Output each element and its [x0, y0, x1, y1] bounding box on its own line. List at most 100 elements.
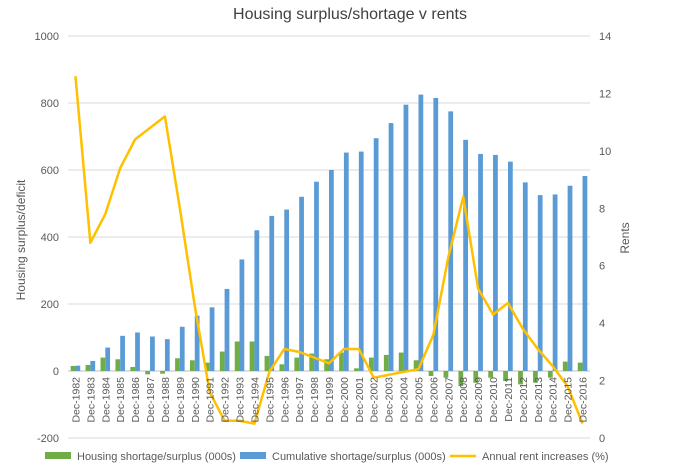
bar — [354, 368, 359, 371]
x-tick-label: Dec-1995 — [264, 377, 276, 423]
bar — [105, 347, 111, 371]
bar — [493, 154, 498, 371]
y2-tick-label: 8 — [599, 203, 605, 215]
x-tick-label: Dec-1983 — [85, 377, 97, 423]
bar — [219, 351, 225, 371]
x-tick-label: Dec-1992 — [220, 377, 232, 423]
bar — [164, 339, 170, 371]
bar — [533, 371, 538, 383]
x-tick-label: Dec-2008 — [458, 377, 470, 423]
bar — [254, 230, 260, 371]
x-tick-label: Dec-1997 — [294, 377, 306, 423]
bar — [194, 315, 200, 371]
bar — [115, 359, 121, 371]
y-tick-label: 800 — [41, 98, 59, 110]
bar — [547, 371, 553, 378]
bar — [150, 336, 155, 371]
bar — [234, 341, 240, 371]
x-tick-label: Dec-2012 — [518, 377, 530, 423]
x-tick-label: Dec-1985 — [115, 377, 127, 423]
bar — [175, 358, 180, 371]
bar — [189, 360, 195, 371]
x-tick-label: Dec-2013 — [533, 377, 545, 423]
x-tick-label: Dec-1986 — [130, 377, 142, 423]
x-tick-label: Dec-2011 — [503, 377, 515, 422]
bar — [537, 195, 543, 371]
legend-label: Housing shortage/surplus (000s) — [77, 451, 236, 463]
bar — [314, 181, 319, 371]
bar — [552, 194, 558, 371]
x-tick-label: Dec-1984 — [100, 377, 112, 423]
bar — [562, 361, 568, 371]
y-tick-label: 1000 — [35, 31, 59, 43]
y-axis-ticks: -200 0 200 400 600 800 1000 — [35, 31, 59, 445]
x-tick-label: Dec-2000 — [339, 377, 351, 423]
y2-axis-label: Rents — [618, 222, 632, 253]
y-axis-label: Housing surplus/deficit — [14, 179, 28, 300]
bar — [130, 366, 136, 371]
bar — [388, 123, 394, 371]
bar — [239, 259, 245, 371]
y-tick-label: 400 — [41, 232, 59, 244]
bar — [145, 371, 151, 375]
bar — [398, 352, 404, 371]
bar — [100, 357, 106, 371]
x-tick-label: Dec-2010 — [488, 377, 500, 423]
bar — [428, 371, 434, 377]
bar — [339, 352, 344, 371]
x-tick-label: Dec-2007 — [443, 377, 455, 423]
bar — [518, 371, 523, 385]
bar — [383, 354, 389, 371]
bar — [488, 371, 494, 378]
bar — [264, 355, 270, 371]
x-tick-label: Dec-2006 — [428, 377, 440, 423]
x-axis-ticks: Dec-1982 Dec-1983 Dec-1984 Dec-1985 Dec-1986… — [70, 377, 589, 423]
x-tick-label: Dec-2003 — [384, 377, 396, 423]
line-series — [74, 76, 584, 425]
bar — [343, 152, 349, 371]
bar — [224, 288, 230, 371]
x-tick-label: Dec-1988 — [160, 377, 172, 423]
bar — [582, 176, 588, 371]
x-tick-label: Dec-1991 — [205, 377, 217, 423]
x-tick-label: Dec-1990 — [190, 377, 202, 423]
y-tick-label: 600 — [41, 165, 59, 177]
bar — [70, 365, 76, 371]
legend-bar-swatch — [45, 452, 71, 459]
y2-tick-label: 6 — [599, 261, 605, 273]
bar — [269, 215, 275, 371]
x-tick-label: Dec-2009 — [473, 377, 485, 423]
x-tick-label: Dec-1996 — [279, 377, 291, 423]
bar — [358, 151, 364, 371]
bar — [448, 111, 454, 371]
x-tick-label: Dec-2005 — [413, 377, 425, 423]
bar — [120, 335, 125, 371]
bar — [204, 362, 210, 371]
bar — [373, 138, 379, 371]
bar — [433, 97, 439, 371]
x-tick-label: Dec-1987 — [145, 377, 157, 423]
bar — [90, 360, 96, 371]
legend-label: Annual rent increases (%) — [482, 451, 609, 463]
bar — [209, 307, 215, 371]
bar — [567, 185, 573, 371]
y2-tick-label: 4 — [599, 318, 605, 330]
bar — [503, 371, 508, 382]
x-tick-label: Dec-1998 — [309, 377, 321, 423]
y2-tick-label: 0 — [599, 433, 605, 445]
x-tick-label: Dec-1993 — [235, 377, 247, 423]
x-tick-label: Dec-1999 — [324, 377, 336, 423]
bar — [507, 161, 513, 371]
bar — [135, 332, 140, 371]
bar — [478, 153, 483, 371]
bar — [179, 326, 185, 371]
bar — [324, 359, 329, 371]
bar — [299, 196, 304, 371]
x-tick-label: Dec-2004 — [399, 377, 411, 423]
x-tick-label: Dec-2016 — [578, 377, 590, 423]
y-tick-label: 200 — [41, 299, 59, 311]
bar — [279, 364, 285, 371]
x-tick-label: Dec-1982 — [70, 377, 82, 423]
bar — [284, 209, 290, 371]
